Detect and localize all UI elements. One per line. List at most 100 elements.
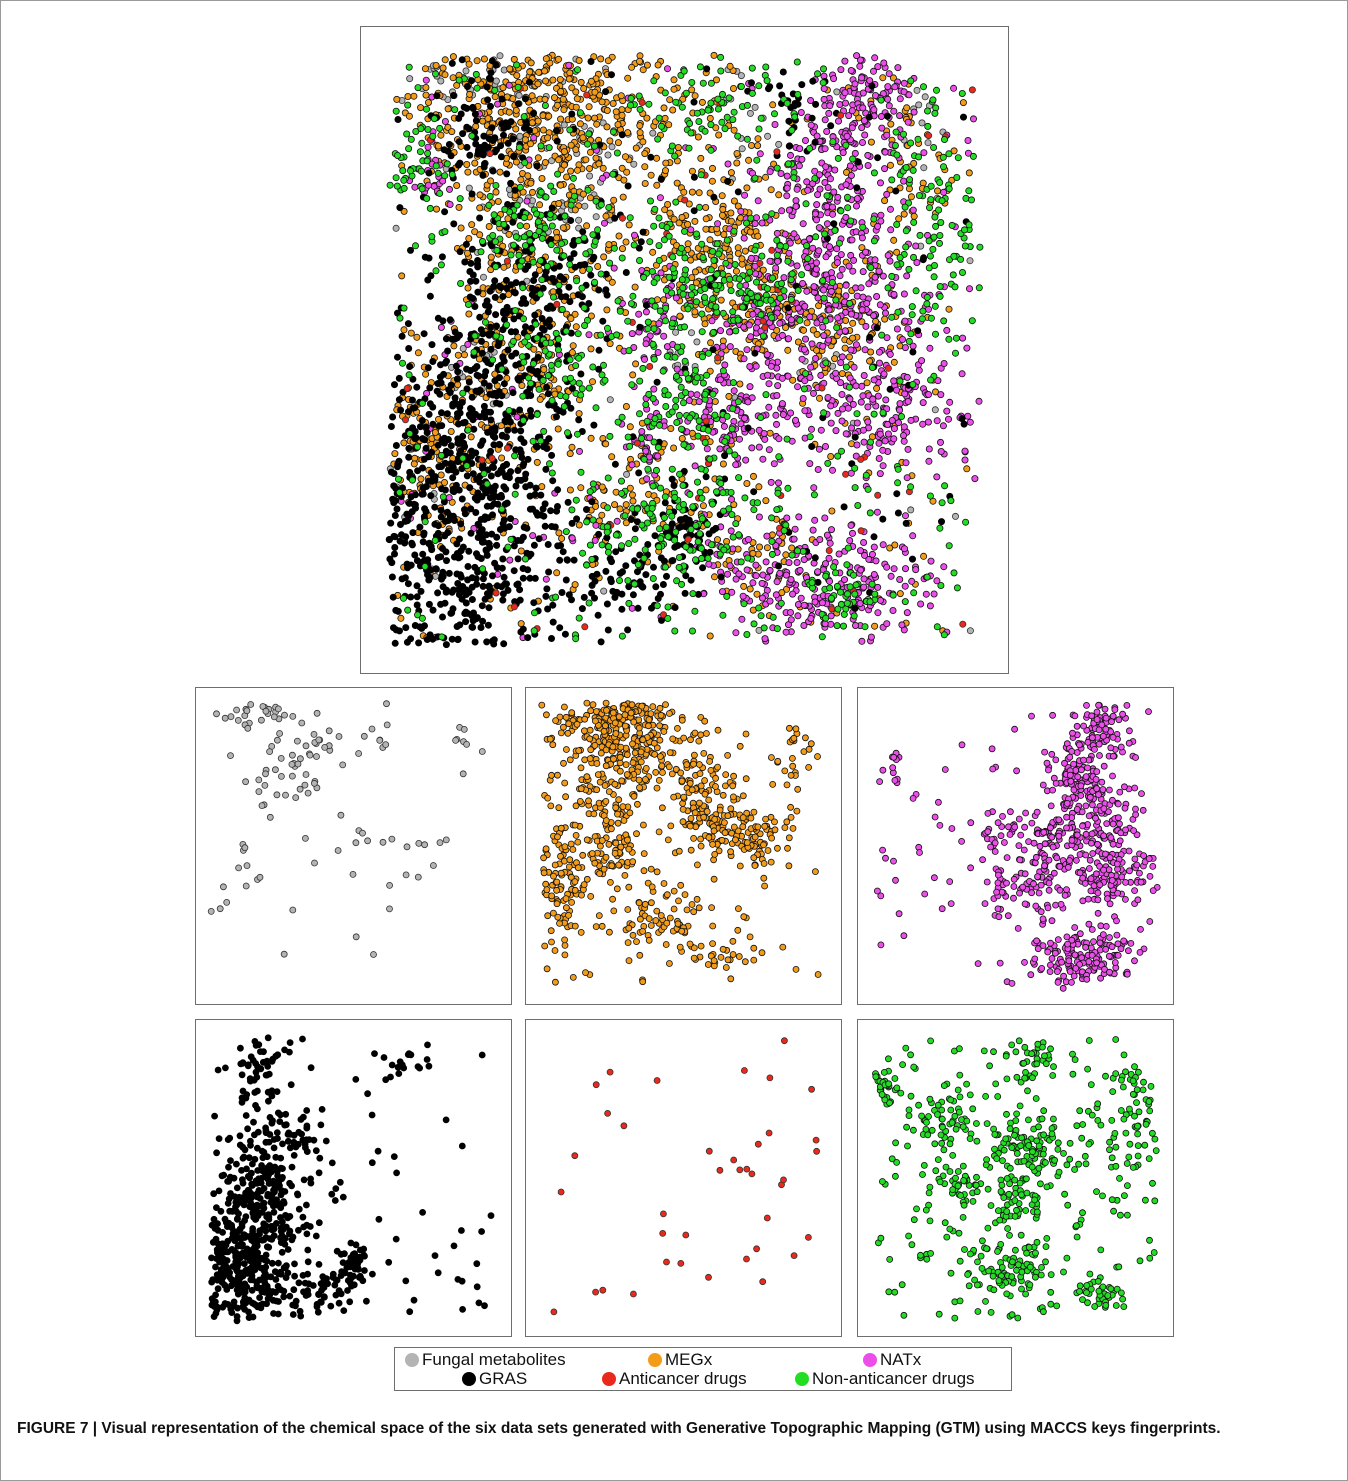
data-point: [727, 209, 735, 217]
data-point: [740, 355, 748, 363]
data-point: [530, 134, 538, 142]
data-point: [462, 240, 470, 248]
data-point: [823, 128, 831, 136]
data-point: [766, 597, 774, 605]
data-point: [411, 183, 419, 191]
data-point: [946, 398, 954, 406]
data-point: [915, 101, 923, 109]
data-point: [657, 269, 665, 277]
data-point: [814, 568, 822, 576]
data-point: [744, 275, 752, 283]
data-point: [522, 299, 530, 307]
data-point: [500, 263, 508, 271]
data-point: [661, 499, 669, 507]
data-point: [401, 517, 409, 525]
data-point: [809, 244, 817, 252]
data-point: [661, 493, 669, 501]
data-point: [484, 96, 492, 104]
data-point: [929, 96, 937, 104]
data-point: [565, 591, 573, 599]
data-point: [538, 483, 546, 491]
data-point: [842, 292, 850, 300]
data-point: [459, 130, 467, 138]
data-point: [893, 325, 901, 333]
data-point: [606, 432, 614, 440]
data-point: [678, 434, 686, 442]
data-point: [633, 439, 641, 447]
data-point: [419, 550, 427, 558]
data-point: [550, 94, 558, 102]
data-point: [706, 114, 714, 122]
data-point: [390, 499, 398, 507]
data-point: [490, 493, 498, 501]
data-point: [729, 308, 737, 316]
data-point: [625, 540, 633, 548]
data-point: [578, 605, 586, 613]
data-point: [501, 205, 509, 213]
data-point: [480, 273, 488, 281]
data-point: [809, 526, 817, 534]
data-point: [808, 340, 816, 348]
data-point: [389, 593, 397, 601]
data-point: [491, 559, 499, 567]
data-point: [654, 595, 662, 603]
data-point: [562, 576, 570, 584]
data-point: [786, 142, 794, 150]
data-point: [617, 92, 625, 100]
data-point: [622, 519, 630, 527]
data-point: [930, 590, 938, 598]
data-point: [629, 497, 637, 505]
data-point: [603, 504, 611, 512]
data-point: [800, 556, 808, 564]
data-point: [934, 377, 942, 385]
data-point: [877, 179, 885, 187]
data-point: [781, 230, 789, 238]
data-point: [669, 253, 677, 261]
data-point: [618, 214, 626, 222]
data-point: [487, 102, 495, 110]
data-point: [698, 240, 706, 248]
data-point: [636, 129, 644, 137]
data-point: [559, 224, 567, 232]
data-point: [516, 222, 524, 230]
data-point: [706, 455, 714, 463]
data-point: [686, 120, 694, 128]
data-point: [673, 179, 681, 187]
data-point: [648, 267, 656, 275]
data-point: [583, 518, 591, 526]
data-point: [945, 415, 953, 423]
data-point: [445, 386, 453, 394]
data-point: [644, 465, 652, 473]
data-point: [578, 284, 586, 292]
data-point: [740, 234, 748, 242]
data-point: [461, 351, 469, 359]
data-point: [488, 637, 496, 645]
data-point: [526, 505, 534, 513]
data-point: [926, 252, 934, 260]
data-point: [902, 163, 910, 171]
data-point: [815, 394, 823, 402]
data-point: [898, 621, 906, 629]
data-point: [572, 88, 580, 96]
data-point: [752, 572, 760, 580]
data-point: [499, 309, 507, 317]
data-point: [413, 582, 421, 590]
data-point: [464, 284, 472, 292]
data-point: [932, 330, 940, 338]
data-point: [794, 304, 802, 312]
data-point: [602, 88, 610, 96]
data-point: [449, 487, 457, 495]
data-point: [520, 523, 528, 531]
data-point: [755, 125, 763, 133]
data-point: [778, 331, 786, 339]
data-point: [416, 423, 424, 431]
data-point: [548, 204, 556, 212]
data-point: [819, 323, 827, 331]
data-point: [462, 618, 470, 626]
data-point: [392, 626, 400, 634]
data-point: [392, 441, 400, 449]
data-point: [463, 385, 471, 393]
data-point: [567, 201, 575, 209]
data-point: [413, 601, 421, 609]
data-point: [693, 338, 701, 346]
